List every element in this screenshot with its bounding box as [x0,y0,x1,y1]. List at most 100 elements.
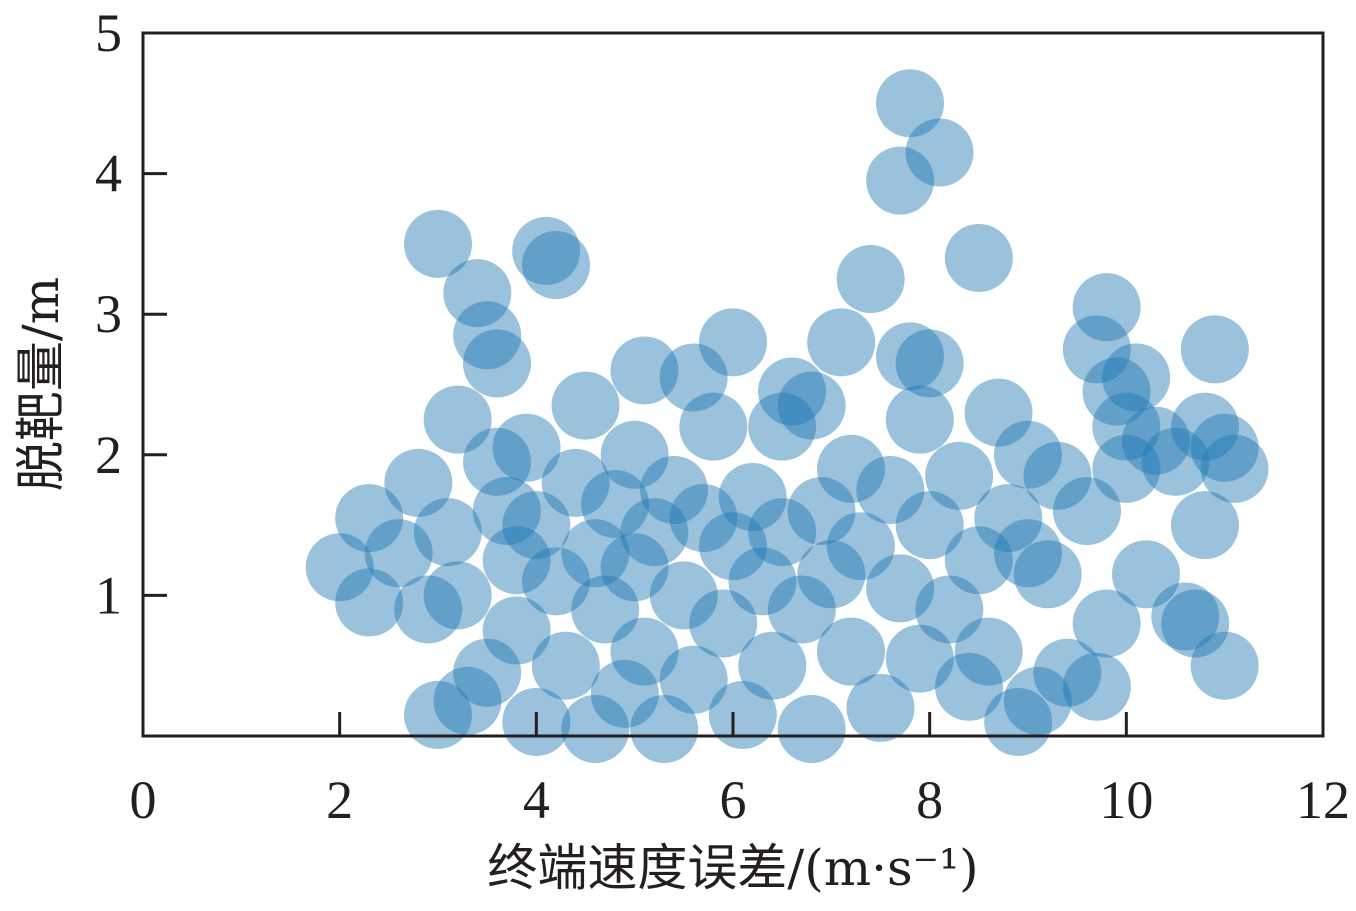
data-point [994,420,1062,489]
data-point [541,448,610,517]
data-point [640,455,708,524]
data-point [935,652,1003,721]
data-point [699,512,767,581]
data-point [453,638,522,707]
x-axis: 0 2 4 6 8 10 12 [130,712,1350,830]
data-point [944,223,1013,292]
data-point [1072,273,1141,342]
data-point [1180,315,1249,384]
data-point [836,245,905,314]
data-point [1121,406,1190,475]
data-point [413,498,482,567]
data-point [895,329,964,398]
data-point [807,308,876,377]
data-point [630,694,699,763]
data-point [581,470,649,539]
data-point [531,631,600,700]
data-point [1003,666,1072,735]
data-point [718,462,787,531]
y-tick-label: 3 [95,284,122,344]
x-tick-label: 6 [720,770,747,830]
data-point [748,392,817,461]
data-point [1062,652,1131,721]
data-point [453,301,522,370]
data-point [826,512,895,581]
y-axis-title: 脱靶量/m [12,277,70,491]
data-point [915,575,984,644]
data-point [1023,441,1092,510]
data-point [699,308,767,377]
data-point [1033,638,1102,707]
data-point [1102,343,1171,412]
data-point [944,526,1013,595]
data-point [404,209,472,278]
data-point [876,322,944,391]
x-tick-label: 2 [326,770,353,830]
data-point [689,589,758,658]
data-point [384,448,453,517]
data-point [1013,540,1082,609]
data-point [905,118,974,187]
data-point [463,329,531,398]
data-point [482,526,551,595]
data-point [335,484,404,553]
data-point [305,533,374,602]
data-point [551,371,620,440]
data-point [610,617,679,686]
data-point [954,617,1023,686]
data-point [463,427,531,496]
data-point [423,385,492,454]
data-point [1190,631,1259,700]
data-point [1112,540,1180,609]
data-point [649,561,718,630]
data-point [885,624,954,693]
data-point [885,385,954,454]
y-axis: 1 2 3 4 5 [95,3,167,625]
data-point [974,484,1043,553]
data-point [482,596,551,665]
x-tick-label: 12 [1296,770,1350,830]
data-point [443,259,512,328]
x-tick-label: 8 [916,770,943,830]
data-point [777,371,846,440]
data-points [305,69,1269,763]
x-tick-label: 10 [1099,770,1153,830]
data-point [817,434,885,503]
data-point [758,357,826,426]
data-point [590,659,659,728]
x-tick-label: 0 [130,770,157,830]
data-point [472,477,541,546]
data-point [571,575,640,644]
data-point [1062,315,1131,384]
data-point [787,477,856,546]
x-axis-title: 终端速度误差/(m·s⁻¹) [487,839,978,897]
data-point [738,631,807,700]
data-point [522,230,590,299]
y-tick-label: 5 [95,3,122,63]
data-point [984,687,1053,756]
data-point [1190,413,1259,482]
data-point [404,680,472,749]
data-point [610,336,679,405]
data-point [1092,434,1161,503]
data-point [1053,477,1121,546]
data-point [1141,427,1210,496]
data-point [522,547,590,616]
data-point [394,575,463,644]
data-point [777,694,846,763]
data-point [728,547,797,616]
data-point [767,575,836,644]
data-point [512,216,581,285]
data-point [1171,491,1239,560]
y-tick-label: 4 [95,144,122,204]
data-point [1171,392,1239,461]
data-point [856,455,925,524]
data-point [748,498,817,567]
data-point [423,561,492,630]
data-point [433,666,502,735]
x-tick-label: 4 [523,770,550,830]
data-point [502,491,571,560]
data-point [817,617,885,686]
data-point [1082,357,1151,426]
data-point [1151,582,1220,651]
